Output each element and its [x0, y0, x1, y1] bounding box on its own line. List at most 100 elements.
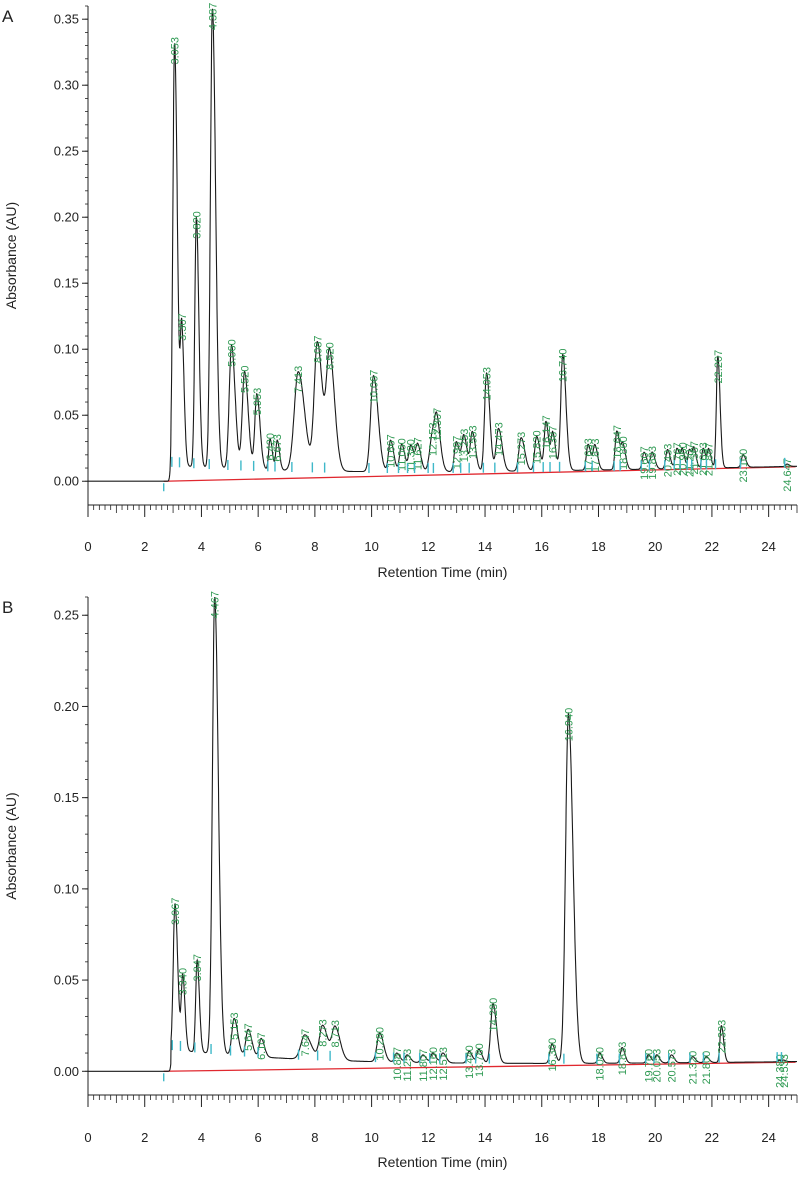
y-tick-label: 0.25 [54, 144, 79, 159]
x-tick-label: 6 [255, 539, 262, 554]
peak-label: 3.820 [191, 211, 203, 239]
peak-label: 13.780 [474, 1043, 486, 1077]
x-tick-label: 24 [761, 539, 775, 554]
x-tick-label: 20 [648, 1130, 662, 1145]
peak-label: 18.833 [617, 1042, 629, 1076]
peak-label: 22.207 [713, 350, 725, 384]
peak-label: 20.053 [652, 1049, 664, 1083]
x-tick-label: 24 [761, 1130, 775, 1145]
panel-letter: A [2, 7, 14, 26]
peak-label: 10.667 [386, 434, 398, 468]
peak-label: 11.060 [397, 438, 409, 471]
peak-label: 14.280 [488, 998, 500, 1032]
x-tick-label: 4 [198, 1130, 205, 1145]
peak-label: 8.520 [325, 342, 337, 370]
peak-label: 3.053 [170, 37, 182, 65]
y-tick-label: 0.30 [54, 78, 79, 93]
peak-label: 11.627 [413, 437, 425, 470]
peak-label: 15.273 [516, 432, 528, 466]
y-tick-label: 0.05 [54, 408, 79, 423]
integration-baseline [163, 466, 796, 482]
x-tick-label: 8 [311, 1130, 318, 1145]
x-tick-label: 22 [705, 539, 719, 554]
peak-label: 8.087 [312, 336, 324, 364]
peak-label: 16.387 [548, 426, 560, 460]
peak-label: 14.473 [494, 422, 506, 456]
peak-label: 20.573 [667, 1049, 679, 1083]
x-axis-title: Retention Time (min) [378, 564, 508, 580]
peak-label: 14.053 [482, 367, 494, 401]
y-tick-label: 0.35 [54, 12, 79, 27]
peak-label: 18.040 [595, 1047, 607, 1081]
chart-panel-b: B0.000.050.100.150.200.250 2 4 6 8 10 12 14 16 18… [2, 591, 798, 1170]
peak-label: 19.893 [647, 446, 659, 480]
peak-label: 12.513 [438, 1047, 450, 1081]
peak-label: 8.273 [318, 1019, 330, 1047]
peak-label: 13.253 [459, 429, 471, 463]
peak-label: 3.307 [177, 313, 189, 341]
peak-label: 12.987 [451, 436, 463, 470]
peak-label: 4.467 [210, 591, 222, 619]
x-tick-label: 0 [84, 1130, 91, 1145]
chromatogram-trace [88, 8, 797, 482]
peak-label: 11.253 [402, 1049, 414, 1082]
peak-label: 6.420 [265, 433, 277, 461]
x-tick-label: 16 [535, 539, 549, 554]
peak-label: 20.433 [663, 444, 675, 478]
peak-label: 19.607 [639, 446, 651, 480]
x-tick-label: 10 [364, 539, 378, 554]
y-tick-label: 0.10 [54, 881, 79, 896]
peak-label: 3.847 [192, 954, 204, 982]
x-tick-label: 6 [255, 1130, 262, 1145]
y-tick-label: 0.20 [54, 699, 79, 714]
x-tick-label: 2 [141, 1130, 148, 1145]
x-tick-label: 16 [535, 1130, 549, 1145]
peak-label: 10.067 [369, 370, 381, 404]
peak-label: 5.520 [240, 366, 252, 394]
peak-label: 16.360 [547, 1038, 559, 1072]
peak-label: 24.533 [779, 1054, 791, 1088]
x-axis-title: Retention Time (min) [378, 1154, 508, 1170]
peak-label: 17.873 [590, 439, 602, 473]
peak-label: 5.647 [243, 1023, 255, 1051]
peak-label: 7.413 [293, 366, 305, 394]
peak-label: 4.387 [207, 3, 219, 31]
y-axis-title: Absorbance (AU) [3, 202, 19, 309]
y-tick-label: 0.25 [54, 608, 79, 623]
x-tick-label: 12 [421, 1130, 435, 1145]
peak-label: 12.307 [432, 408, 444, 442]
peak-label: 15.820 [532, 430, 544, 464]
peak-label: 16.147 [541, 415, 553, 449]
peak-label: 13.553 [467, 425, 479, 459]
x-tick-label: 2 [141, 539, 148, 554]
peak-label: 10.280 [375, 1027, 387, 1061]
y-tick-label: 0.15 [54, 276, 79, 291]
peak-label: 19.760 [643, 1049, 655, 1083]
y-axis-title: Absorbance (AU) [3, 792, 19, 899]
y-tick-label: 0.15 [54, 790, 79, 805]
peak-label: 7.647 [300, 1029, 312, 1057]
peak-label: 5.153 [229, 1012, 241, 1040]
integration-baseline [163, 1061, 796, 1072]
chromatogram-trace [88, 596, 797, 1072]
peak-label: 18.647 [612, 425, 624, 459]
peak-label: 16.940 [563, 708, 575, 742]
y-tick-label: 0.00 [54, 1064, 79, 1079]
peak-label: 24.647 [782, 458, 794, 492]
peak-label: 24.380 [774, 1054, 786, 1088]
peak-label: 21.887 [704, 443, 716, 477]
x-tick-label: 8 [311, 539, 318, 554]
peak-label: 6.107 [256, 1032, 268, 1060]
peak-label: 3.340 [178, 968, 190, 996]
peak-label: 12.153 [428, 422, 440, 456]
x-tick-label: 22 [705, 1130, 719, 1145]
y-tick-label: 0.20 [54, 210, 79, 225]
peak-label: 5.060 [227, 339, 239, 367]
peak-label: 8.713 [330, 1020, 342, 1048]
peak-label: 5.953 [252, 388, 264, 416]
y-tick-label: 0.05 [54, 973, 79, 988]
x-tick-label: 12 [421, 539, 435, 554]
peak-label: 10.887 [392, 1047, 404, 1081]
x-tick-label: 0 [84, 539, 91, 554]
